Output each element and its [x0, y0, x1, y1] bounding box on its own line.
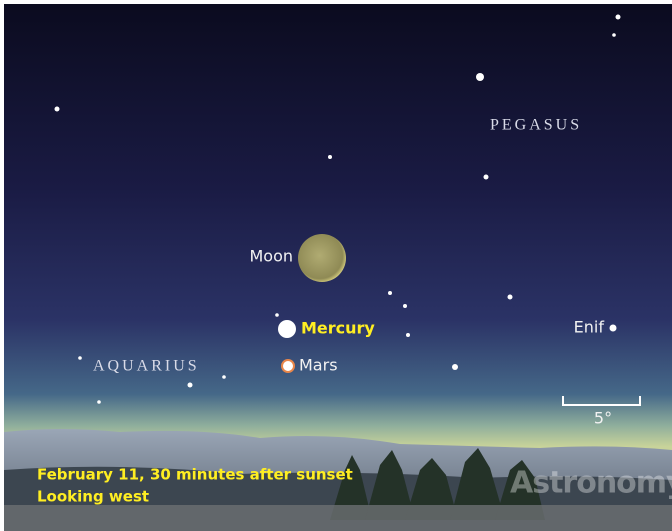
watermark: Astronomy	[510, 466, 672, 501]
mercury	[278, 320, 296, 338]
mercury-label: Mercury	[301, 319, 375, 338]
constellation-label: PEGASUS	[490, 117, 582, 134]
sky-chart: 5° PEGASUS AQUARIUS Moon Mercury Mars En…	[0, 0, 672, 531]
moon	[298, 234, 346, 282]
caption: Looking west	[37, 488, 149, 506]
constellation-label: AQUARIUS	[93, 358, 200, 375]
scale-label: 5°	[594, 409, 612, 428]
ground	[4, 505, 672, 531]
mars	[282, 360, 294, 372]
caption: February 11, 30 minutes after sunset	[37, 466, 353, 484]
star-label: Enif	[574, 318, 605, 337]
mars-label: Mars	[299, 356, 338, 375]
moon-label: Moon	[249, 247, 293, 266]
